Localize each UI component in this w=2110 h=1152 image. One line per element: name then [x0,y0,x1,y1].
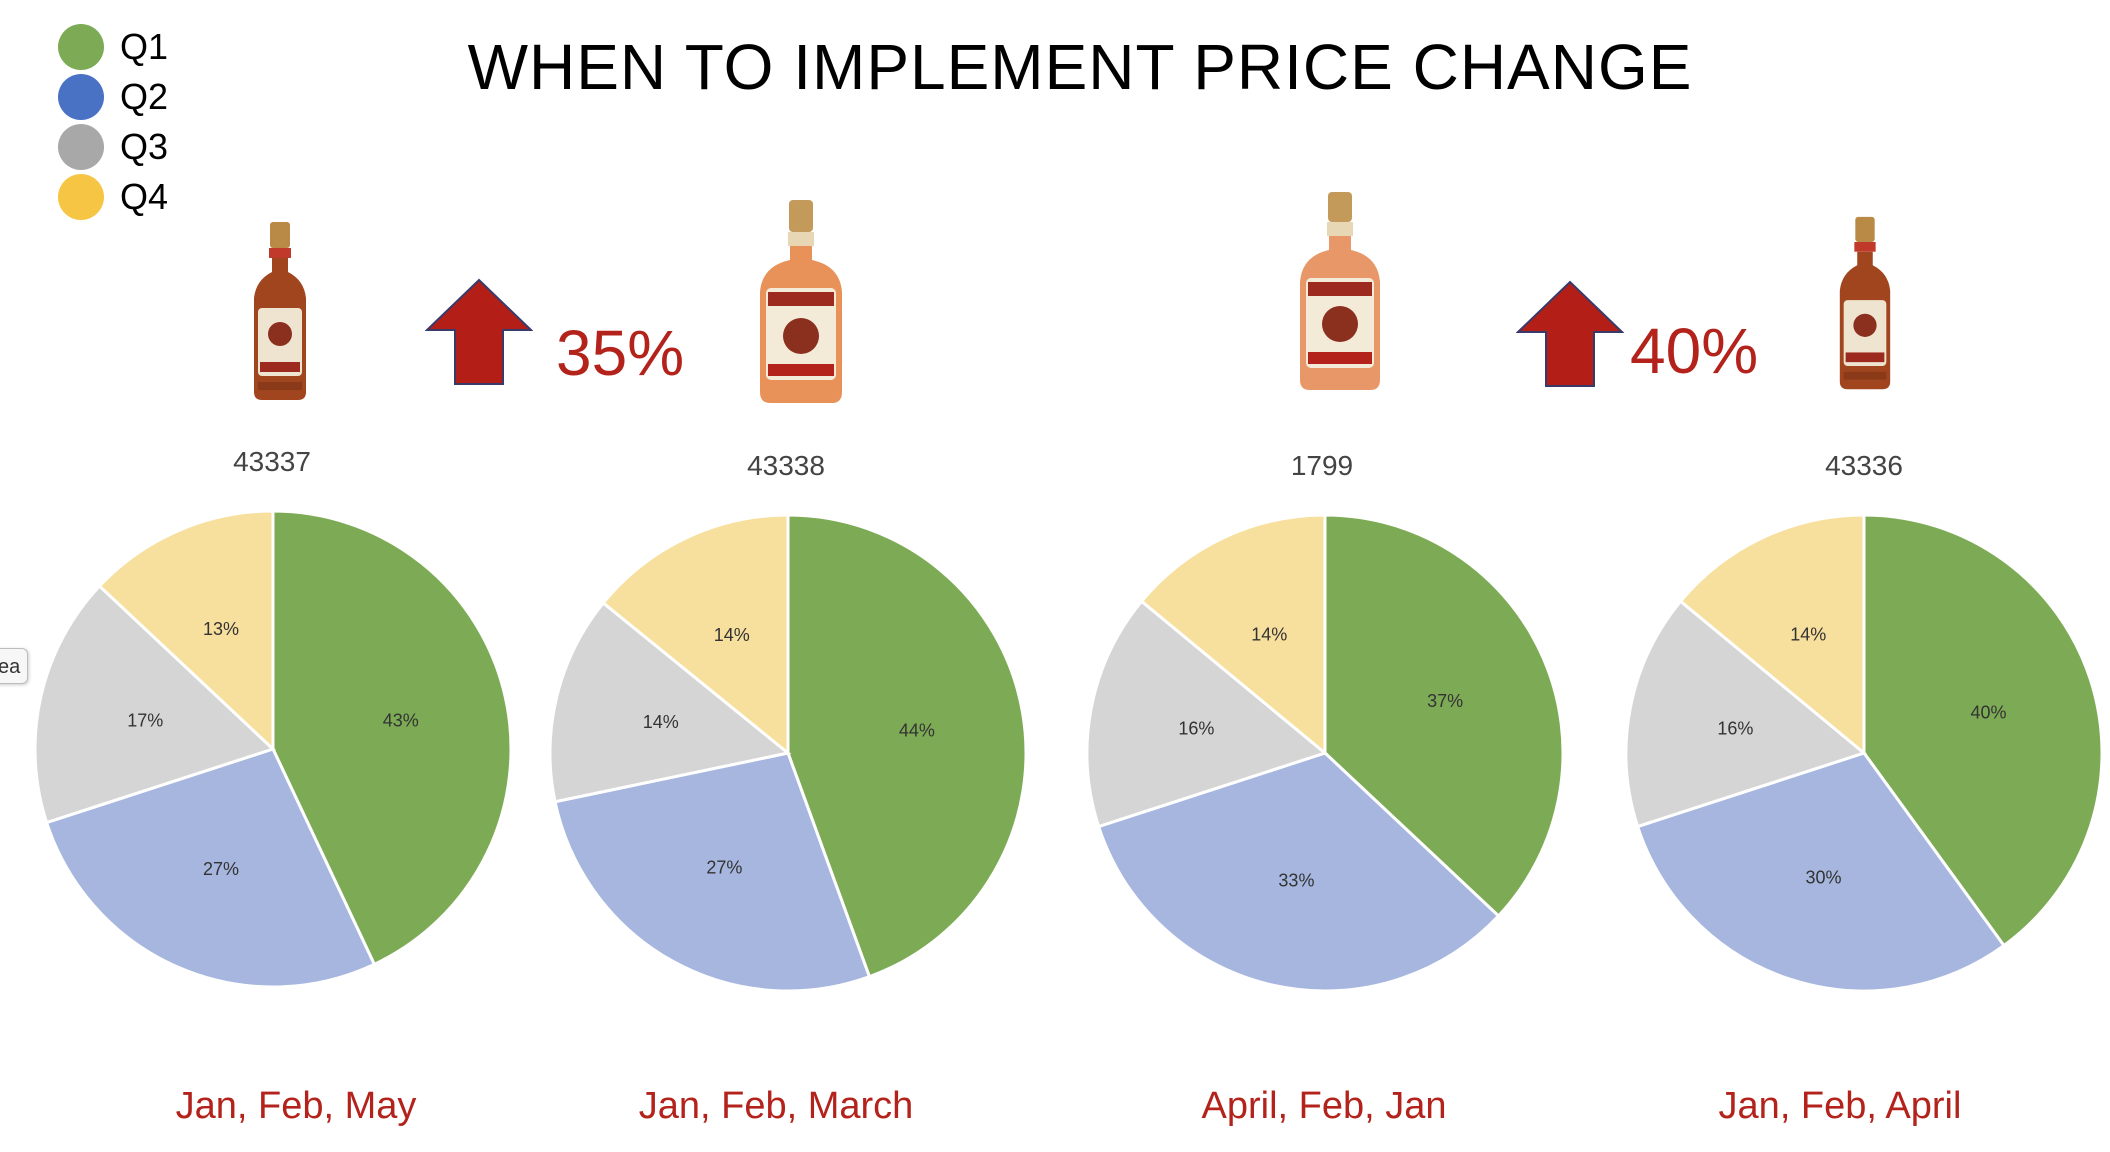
pie-data-label: 14% [1790,625,1826,645]
legend: Q1 Q2 Q3 Q4 [58,22,168,222]
legend-item-q4: Q4 [58,172,168,222]
pie-chart: 40% 30% 16% 14% [1624,513,2104,993]
pie-data-label: 14% [1251,625,1287,645]
chart-title: 43338 [747,450,825,481]
chart-title: 43337 [233,446,311,477]
pie-chart: 44% 27% 14% 14% [548,513,1028,993]
legend-swatch-q2 [58,74,104,120]
legend-item-q3: Q3 [58,122,168,172]
pie-data-label: 27% [203,859,239,879]
pie-data-label: 43% [383,710,419,730]
legend-label-q2: Q2 [120,76,169,117]
legend-swatch-q3 [58,124,104,170]
up-arrow-icon [1516,280,1624,387]
pie-slice-q2 [553,751,872,993]
pie-data-label: 16% [1178,718,1214,738]
pie-slice-q1 [786,513,1028,979]
edge-tab[interactable]: ea [0,648,28,684]
pie-slice-q3 [33,583,276,825]
pie-slice-q1 [271,509,513,967]
pie-slice-q4 [1678,513,1866,757]
chart-caption: Jan, Feb, May [175,1085,417,1127]
price-change-label: 40% [1630,315,1759,387]
pie-chart: 37% 33% 16% 14% [1085,513,1565,993]
pie-slice-q3 [548,600,792,804]
pie-data-label: 27% [706,857,742,877]
legend-label-q1: Q1 [120,26,169,67]
pie-slice-q4 [97,509,275,753]
pie-slice-q4 [1139,513,1327,757]
chart-title: 1799 [1290,450,1354,481]
legend-swatch-q4 [58,174,104,220]
legend-item-q1: Q1 [58,22,168,72]
up-arrow-icon [425,278,533,385]
pie-data-label: 44% [899,720,935,740]
pie-data-label: 37% [1427,691,1463,711]
price-change-label: 35% [556,317,685,389]
chart-caption: April, Feb, Jan [1201,1085,1447,1127]
pie-data-label: 16% [1717,718,1753,738]
rum-bottle-icon [254,222,306,400]
pie-slice-q3 [1624,599,1868,829]
pie-slice-q3 [1085,599,1329,829]
legend-swatch-q1 [58,24,104,70]
pie-data-label: 13% [203,619,239,639]
pie-slice-q2 [1096,751,1501,993]
slide-title: WHEN TO IMPLEMENT PRICE CHANGE [467,31,1693,103]
chart-title: 43336 [1825,450,1903,481]
legend-label-q3: Q3 [120,126,169,167]
rum-bottle-icon [1300,192,1380,390]
pie-slice-q4 [601,513,790,757]
pie-slice-q2 [1635,751,2006,993]
pie-data-label: 40% [1970,703,2006,723]
pie-data-label: 33% [1278,871,1314,891]
pie-data-label: 14% [714,625,750,645]
legend-item-q2: Q2 [58,72,168,122]
pie-data-label: 17% [127,710,163,730]
rum-bottle-icon [1839,216,1891,390]
pie-data-label: 14% [643,712,679,732]
chart-caption: Jan, Feb, March [638,1085,914,1127]
pie-slice-q1 [1323,513,1565,919]
pie-slice-q1 [1862,513,2104,948]
pie-chart: 43% 27% 17% 13% [33,509,513,989]
legend-label-q4: Q4 [120,176,169,217]
pie-data-label: 30% [1806,867,1842,887]
rum-bottle-icon [760,200,842,403]
chart-caption: Jan, Feb, April [1718,1085,1962,1127]
pie-slice-q2 [44,747,377,989]
